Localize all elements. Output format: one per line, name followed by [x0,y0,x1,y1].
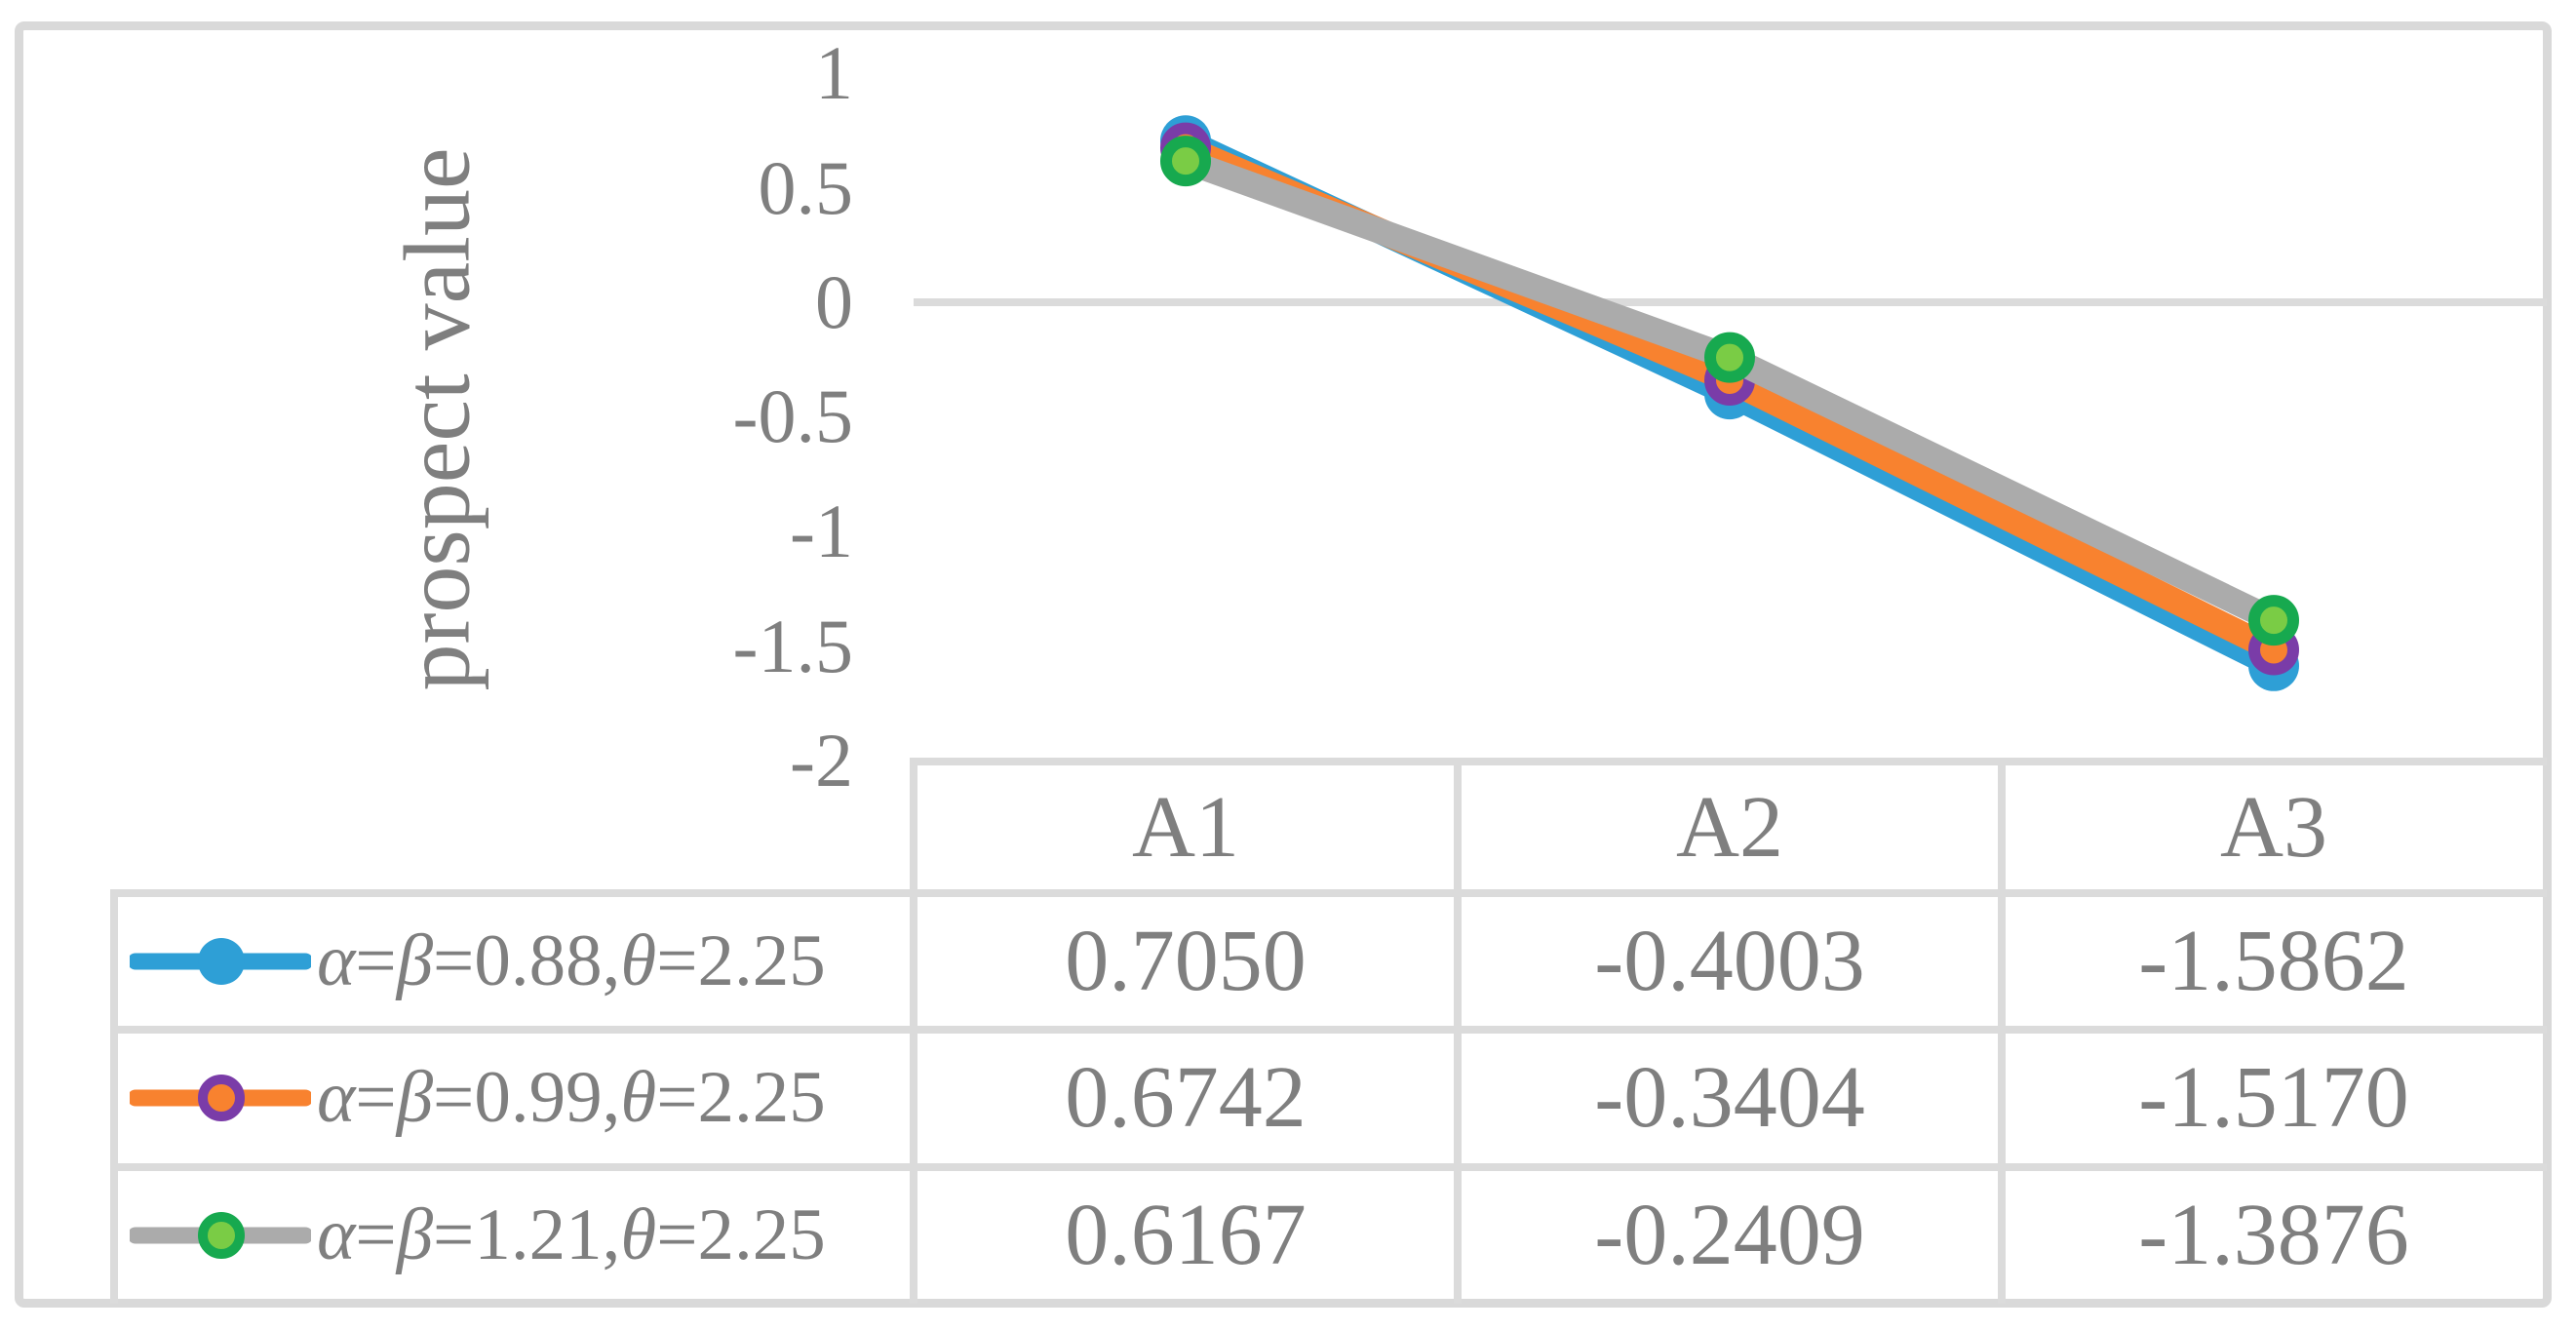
y-tick-label: -2 [790,718,853,802]
table-cell: 0.7050 [1065,913,1307,1009]
table-col-divider [1998,758,2006,1304]
table-cell: 0.6167 [1065,1187,1307,1283]
table-cell: -0.2409 [1594,1187,1865,1283]
y-tick-label: 0 [815,259,853,344]
legend-key-icon [130,938,311,985]
legend-column-border [110,889,118,1304]
category-header: A2 [1676,779,1783,876]
legend-key-icon [130,1075,311,1121]
legend-label: α=β=0.99,θ=2.25 [317,1057,826,1138]
category-header: A1 [1132,779,1239,876]
y-tick-label: -1 [790,489,853,573]
table-cell: -1.5170 [2138,1049,2409,1146]
y-tick-label: 0.5 [758,145,854,230]
y-tick-label: 1 [815,30,853,115]
table-col-divider [910,758,917,1304]
table-cell: -0.3404 [1594,1049,1865,1146]
table-cell: -1.5862 [2138,913,2409,1009]
legend-item: α=β=1.21,θ=2.25 [114,1167,914,1304]
figure-border [15,21,2552,1308]
legend-label: α=β=0.88,θ=2.25 [317,920,826,1001]
table-row-divider [110,1163,2547,1171]
table-cell: -0.4003 [1594,913,1865,1009]
legend-item: α=β=0.99,θ=2.25 [114,1030,914,1166]
table-row-divider [110,1026,2547,1034]
table-border-top [914,758,2547,765]
table-col-divider [1454,758,1462,1304]
table-cell: -1.3876 [2138,1187,2409,1283]
legend-item: α=β=0.88,θ=2.25 [114,893,914,1030]
zero-gridline [914,298,2547,306]
table-row-divider [110,889,2547,897]
y-tick-label: -0.5 [732,373,853,458]
category-header: A3 [2220,779,2327,876]
legend-label: α=β=1.21,θ=2.25 [317,1194,826,1275]
table-cell: 0.6742 [1065,1049,1307,1146]
y-tick-label: -1.5 [732,604,853,688]
y-axis-title: prospect value [384,147,489,691]
legend-key-icon [130,1212,311,1259]
